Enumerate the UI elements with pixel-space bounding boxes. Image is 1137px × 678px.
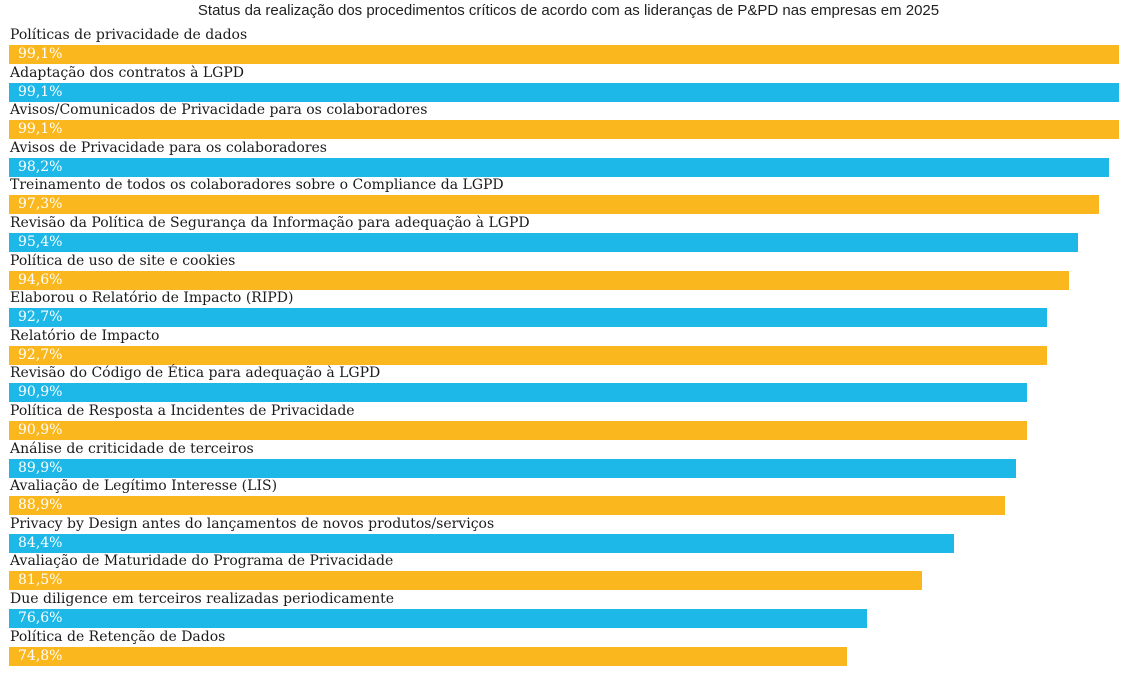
chart-title: Status da realização dos procedimentos c… [197,2,940,19]
bar: 99,1% [9,120,1119,140]
bar-value-label: 84,4% [18,534,63,551]
bar-value-label: 99,1% [18,83,63,100]
bar-value-label: 88,9% [18,497,63,514]
bar-value-label: 99,1% [18,46,63,62]
category-label: Due diligence em terceiros realizadas pe… [10,591,395,607]
bar-value-label: 94,6% [18,271,63,288]
category-label: Análise de criticidade de terceiros [10,440,254,457]
category-label: Adaptação dos contratos à LGPD [10,64,245,81]
category-label: Política de Resposta a Incidentes de Pri… [10,403,355,419]
category-label: Avisos/Comunicados de Privacidade para o… [10,102,428,119]
bar: 97,3% [9,195,1099,215]
category-label: Treinamento de todos os colaboradores so… [10,177,504,194]
category-label: Políticas de privacidade de dados [10,27,248,43]
bar: 92,7% [9,308,1048,328]
bar: 74,8% [9,646,847,666]
bar: 90,9% [9,383,1028,403]
bar-value-label: 99,1% [18,121,63,138]
category-label: Privacy by Design antes do lançamentos d… [10,515,495,532]
bar-value-label: 97,3% [18,196,63,213]
category-label: Revisão do Código de Ética para adequaçã… [10,365,381,382]
category-label: Política de Retenção de Dados [10,628,226,645]
bar-value-label: 74,8% [18,647,63,664]
category-label: Avaliação de Maturidade do Programa de P… [10,553,394,570]
bar: 99,1% [9,45,1119,64]
category-label: Avisos de Privacidade para os colaborado… [10,139,327,156]
bar-value-label: 81,5% [18,572,63,589]
bar: 95,4% [9,233,1078,252]
category-label: Elaborou o Relatório de Impacto (RIPD) [10,290,294,307]
bar: 92,7% [9,345,1048,365]
bar: 76,6% [9,609,867,628]
category-label: Relatório de Impacto [10,327,160,344]
bar: 94,6% [9,270,1069,290]
bar-value-label: 95,4% [18,234,63,250]
bar: 84,4% [9,533,955,553]
bar-value-label: 90,9% [18,384,63,401]
bar: 88,9% [9,496,1005,516]
category-label: Avaliação de Legítimo Interesse (LIS) [10,478,278,495]
category-label: Política de uso de site e cookies [10,252,236,269]
bar: 81,5% [9,571,922,591]
bar-value-label: 98,2% [18,158,63,175]
bar: 99,1% [9,82,1119,102]
bar: 89,9% [9,458,1016,478]
bar: 98,2% [9,157,1109,177]
bar-value-label: 76,6% [18,610,63,626]
category-label: Revisão da Política de Segurança da Info… [10,215,530,231]
bar: 90,9% [9,421,1028,440]
bar-value-label: 92,7% [18,346,63,363]
bar-value-label: 90,9% [18,422,63,438]
bar-value-label: 89,9% [18,459,63,476]
bar-value-label: 92,7% [18,309,63,326]
